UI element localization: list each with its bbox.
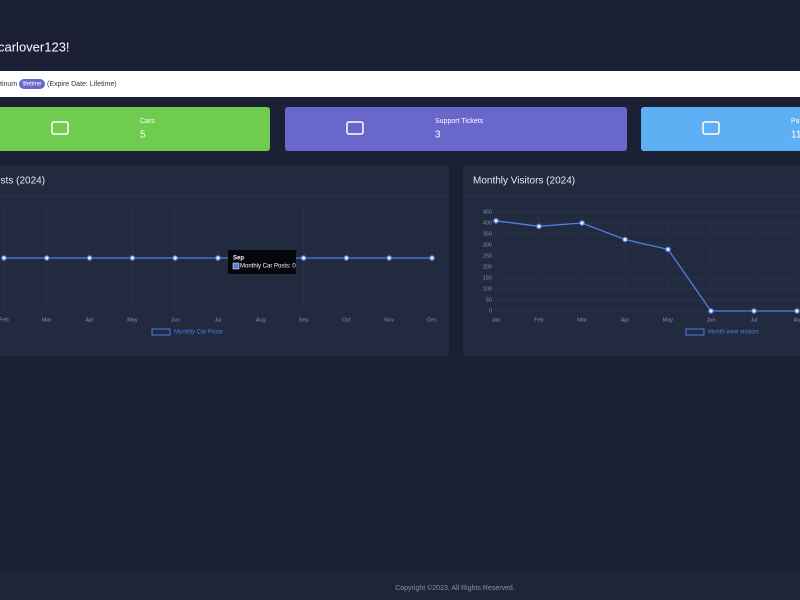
y-tick-label: 250	[483, 253, 492, 259]
y-tick-label: 100	[483, 286, 492, 292]
data-point	[794, 308, 800, 314]
y-tick-label: 0	[489, 308, 492, 314]
x-tick-label: Aug	[256, 317, 266, 323]
tooltip	[228, 250, 296, 274]
legend-label: Monthly Car Posts	[174, 330, 223, 336]
card-label: Cars	[140, 118, 155, 125]
stat-card	[641, 107, 800, 151]
chart-title: osts (2024)	[0, 176, 45, 187]
x-tick-label: May	[663, 317, 674, 323]
data-point	[343, 255, 350, 261]
legend-label: Month wise visitors	[708, 330, 759, 336]
plan-banner	[0, 71, 800, 97]
panel	[0, 165, 449, 356]
x-tick-label: May	[127, 317, 138, 323]
x-tick-label: Nov	[384, 317, 394, 323]
data-point	[493, 218, 499, 224]
x-tick-label: Mar	[42, 317, 52, 323]
x-tick-label: Feb	[0, 317, 9, 323]
card-label: Support Tickets	[435, 118, 484, 125]
data-point	[86, 255, 93, 261]
plan-badge	[19, 79, 45, 89]
x-tick-label: Jul	[750, 317, 757, 323]
legend-swatch	[685, 328, 705, 336]
greeting: carlover123!	[0, 39, 70, 54]
x-tick-label: Dec	[427, 317, 437, 323]
data-point	[536, 223, 542, 230]
legend-swatch	[151, 328, 171, 336]
data-point	[751, 308, 757, 314]
card-value: 3	[435, 130, 441, 141]
y-tick-label: 300	[483, 242, 492, 248]
plan-expire: (Expire Date: Lifetime)	[47, 81, 117, 88]
x-tick-label: Jan	[492, 317, 501, 323]
stat-card	[0, 107, 270, 151]
y-tick-label: 400	[483, 220, 492, 226]
card-label: Pa	[791, 118, 800, 125]
footer	[0, 570, 800, 600]
card-icon	[346, 121, 364, 135]
data-point	[129, 255, 136, 261]
x-tick-label: Jun	[171, 317, 180, 323]
panel	[463, 165, 800, 356]
y-tick-label: 50	[486, 297, 492, 303]
data-point	[429, 255, 435, 261]
y-tick-label: 150	[483, 275, 492, 281]
data-point	[43, 255, 50, 261]
card-icon	[702, 121, 720, 135]
data-point	[172, 255, 179, 261]
x-tick-label: Apr	[85, 317, 94, 323]
tooltip-label: Monthly Car Posts: 0	[240, 264, 296, 270]
card-icon	[51, 121, 69, 135]
card-value: 11	[791, 130, 800, 141]
x-tick-label: Sep	[299, 317, 309, 323]
tooltip-title: Sep	[233, 256, 244, 262]
tooltip-swatch	[232, 262, 240, 270]
x-tick-label: Oct	[342, 317, 351, 323]
data-point	[579, 220, 585, 226]
data-point	[665, 246, 671, 253]
data-point	[215, 255, 221, 261]
chart-title: Monthly Visitors (2024)	[473, 176, 575, 187]
x-tick-label: Feb	[534, 317, 543, 323]
data-point	[386, 255, 393, 261]
y-tick-label: 350	[483, 231, 492, 237]
footer-text: Copyright ©2023, All Rights Reserved.	[395, 584, 515, 592]
y-tick-label: 200	[483, 264, 492, 270]
plan-name: tinum	[0, 81, 17, 88]
x-tick-label: Jul	[214, 317, 221, 323]
x-tick-label: Mar	[577, 317, 587, 323]
series-line	[495, 220, 797, 312]
card-value: 5	[140, 130, 146, 141]
plan-badge-text: lifetime	[22, 82, 42, 88]
data-point	[300, 255, 307, 261]
x-tick-label: Jun	[707, 317, 716, 323]
cards: Cars 5 Support Tickets 3 Pa 11	[0, 107, 800, 151]
stat-card	[285, 107, 627, 151]
data-point	[622, 236, 628, 243]
data-point	[708, 308, 714, 314]
x-tick-label: Apr	[621, 317, 630, 323]
data-point	[1, 255, 7, 261]
x-tick-label: Au	[794, 317, 800, 323]
y-tick-label: 450	[483, 209, 492, 215]
